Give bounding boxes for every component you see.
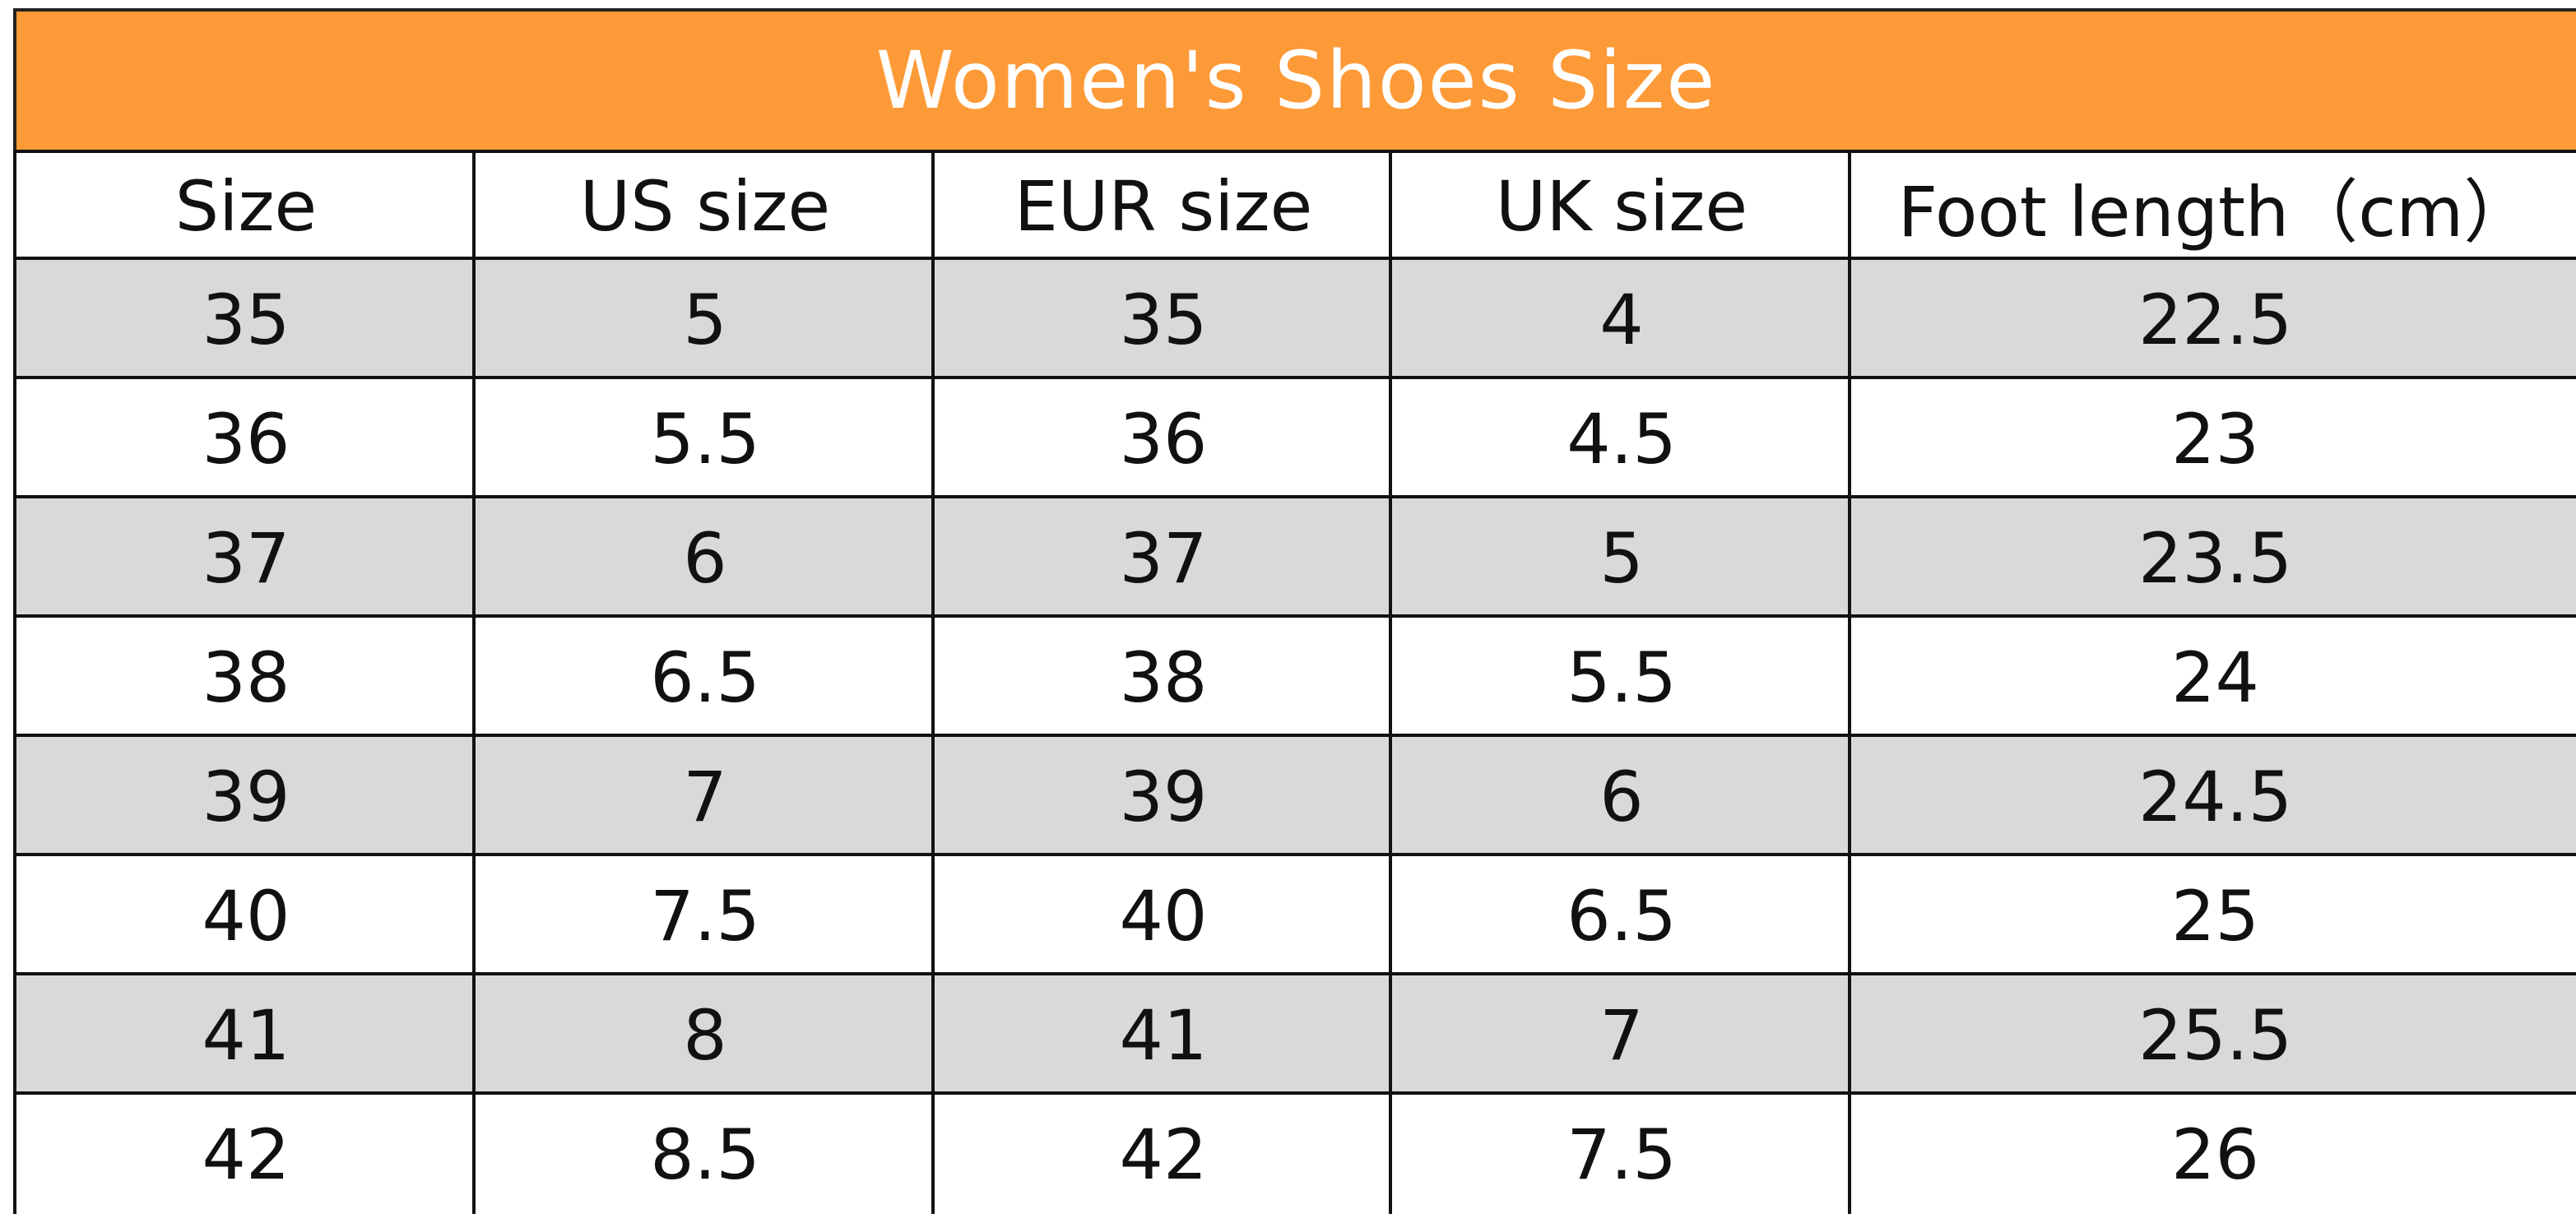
- table-cell: 8: [472, 972, 935, 1095]
- table-cell: 42: [931, 1091, 1392, 1214]
- table-cell: 4: [1389, 257, 1851, 379]
- table-title: Women's Shoes Size: [13, 8, 2576, 150]
- table-cell: 26: [1848, 1091, 2576, 1214]
- table-cell: 24: [1848, 614, 2576, 737]
- table-cell: 41: [931, 972, 1392, 1095]
- table-cell: 38: [13, 614, 476, 737]
- table-cell: 42: [13, 1091, 476, 1214]
- table-cell: 7.5: [1389, 1091, 1851, 1214]
- table-cell: 23.5: [1848, 495, 2576, 618]
- table-cell: 22.5: [1848, 257, 2576, 379]
- table-cell: 35: [13, 257, 476, 379]
- table-cell: 5: [472, 257, 935, 379]
- table-cell: 6: [1389, 734, 1851, 856]
- table-cell: 39: [13, 734, 476, 856]
- table-cell: 38: [931, 614, 1392, 737]
- column-header: EUR size: [931, 150, 1392, 260]
- table-cell: 24.5: [1848, 734, 2576, 856]
- table-cell: 41: [13, 972, 476, 1095]
- table-cell: 37: [931, 495, 1392, 618]
- column-header: UK size: [1389, 150, 1851, 260]
- table-cell: 40: [13, 853, 476, 975]
- table-cell: 5.5: [472, 376, 935, 498]
- column-header: Size: [13, 150, 476, 260]
- table-cell: 5.5: [1389, 614, 1851, 737]
- table-cell: 40: [931, 853, 1392, 975]
- table-cell: 6: [472, 495, 935, 618]
- table-cell: 7: [1389, 972, 1851, 1095]
- table-cell: 4.5: [1389, 376, 1851, 498]
- table-cell: 36: [13, 376, 476, 498]
- column-header: US size: [472, 150, 935, 260]
- table-cell: 25: [1848, 853, 2576, 975]
- table-cell: 7.5: [472, 853, 935, 975]
- table-cell: 25.5: [1848, 972, 2576, 1095]
- table-cell: 35: [931, 257, 1392, 379]
- table-cell: 23: [1848, 376, 2576, 498]
- table-cell: 36: [931, 376, 1392, 498]
- table-cell: 5: [1389, 495, 1851, 618]
- table-cell: 8.5: [472, 1091, 935, 1214]
- table-cell: 6.5: [472, 614, 935, 737]
- table-cell: 37: [13, 495, 476, 618]
- column-header: Foot length（cm）: [1848, 150, 2576, 260]
- table-cell: 39: [931, 734, 1392, 856]
- table-cell: 7: [472, 734, 935, 856]
- table-cell: 6.5: [1389, 853, 1851, 975]
